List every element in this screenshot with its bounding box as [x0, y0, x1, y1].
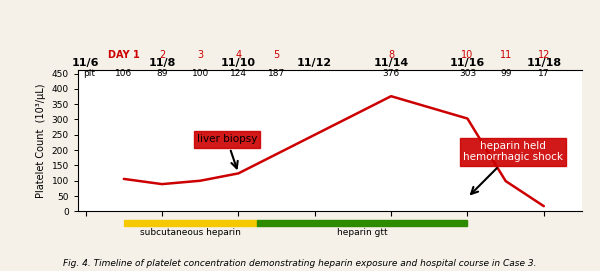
- Text: heparin held
hemorrhagic shock: heparin held hemorrhagic shock: [463, 141, 563, 194]
- Text: heparin gtt: heparin gtt: [337, 228, 388, 237]
- Text: 2: 2: [159, 50, 165, 60]
- Text: plt: plt: [83, 69, 95, 78]
- Text: 3: 3: [197, 50, 203, 60]
- Text: 12: 12: [538, 50, 550, 60]
- Text: 11: 11: [500, 50, 512, 60]
- Text: 5: 5: [274, 50, 280, 60]
- Text: 10: 10: [461, 50, 473, 60]
- Text: Fig. 4. Timeline of platelet concentration demonstrating heparin exposure and ho: Fig. 4. Timeline of platelet concentrati…: [63, 259, 537, 268]
- Text: DAY 1: DAY 1: [108, 50, 140, 60]
- Text: 4: 4: [235, 50, 241, 60]
- Text: 99: 99: [500, 69, 511, 78]
- Text: liver biopsy: liver biopsy: [197, 134, 257, 168]
- Text: 100: 100: [191, 69, 209, 78]
- Text: 89: 89: [156, 69, 168, 78]
- Text: 303: 303: [459, 69, 476, 78]
- Text: 187: 187: [268, 69, 285, 78]
- Text: 106: 106: [115, 69, 133, 78]
- Y-axis label: Platelet Count  (10³/µL): Platelet Count (10³/µL): [36, 84, 46, 198]
- Text: 376: 376: [382, 69, 400, 78]
- Text: 17: 17: [538, 69, 550, 78]
- Text: 8: 8: [388, 50, 394, 60]
- Text: subcutaneous heparin: subcutaneous heparin: [140, 228, 241, 237]
- Text: 124: 124: [230, 69, 247, 78]
